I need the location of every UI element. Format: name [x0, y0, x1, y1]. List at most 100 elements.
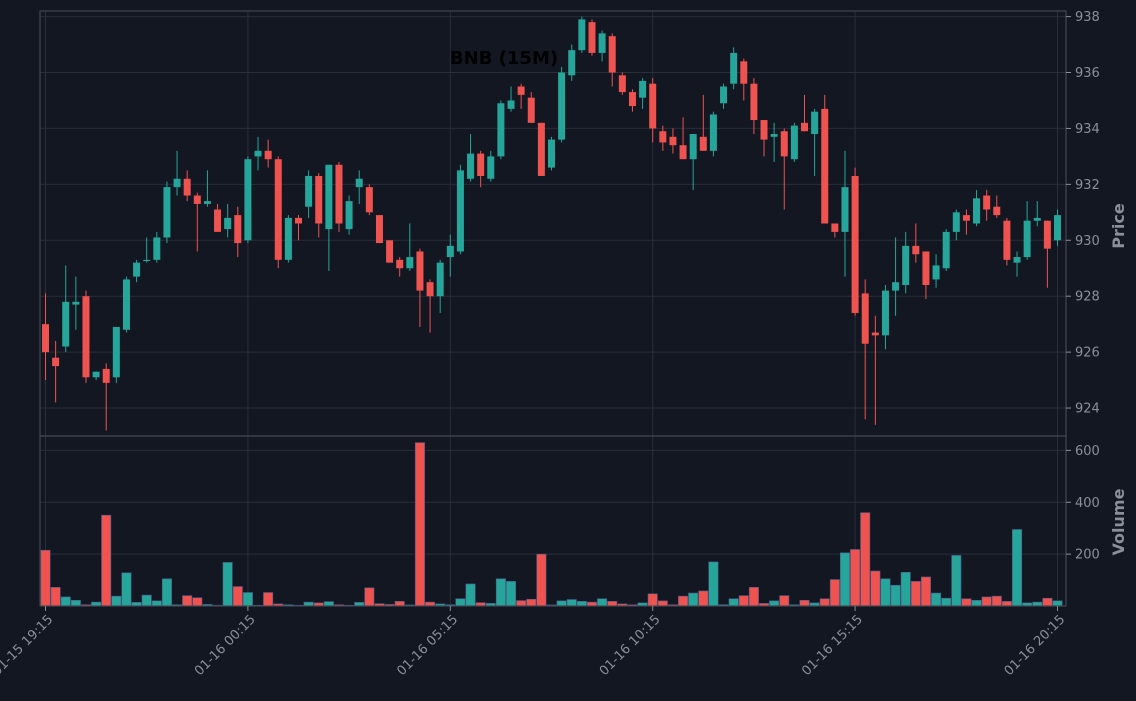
- candle-body: [386, 240, 394, 263]
- volume-bar: [182, 595, 193, 607]
- candle-body: [831, 223, 839, 232]
- candle-body: [568, 50, 576, 76]
- candle-body: [487, 156, 495, 179]
- volume-bar: [60, 596, 71, 607]
- candle-body: [355, 178, 363, 188]
- volume-bar: [111, 595, 122, 607]
- volume-bar: [516, 600, 527, 607]
- candle-body: [153, 237, 161, 260]
- candle-body: [760, 120, 768, 140]
- volume-bar: [70, 599, 81, 607]
- candle-body: [730, 52, 738, 84]
- volume-bar: [394, 601, 405, 607]
- candle-body: [234, 215, 242, 244]
- x-tick-label: 01-16 00:15: [192, 612, 259, 679]
- candle-body: [558, 72, 566, 140]
- candle-body: [740, 61, 748, 84]
- candle-body: [365, 187, 373, 213]
- candle-body: [82, 296, 90, 378]
- volume-bar: [364, 587, 375, 607]
- x-tick-label: 01-16 10:15: [597, 612, 664, 679]
- volume-bar: [597, 598, 608, 607]
- candle-body: [669, 136, 677, 146]
- candle-body: [183, 178, 191, 196]
- volume-bar: [647, 593, 658, 607]
- volume-bar: [50, 587, 61, 607]
- candle-body: [902, 245, 910, 286]
- candle-body: [467, 153, 475, 179]
- candle-body: [396, 259, 404, 269]
- candle-body: [548, 139, 555, 168]
- candle-body: [1054, 215, 1061, 241]
- volume-bar: [506, 581, 517, 607]
- candle-body: [244, 159, 252, 241]
- candle-body: [1023, 220, 1031, 258]
- volume-bar: [566, 599, 577, 607]
- candle-body: [790, 125, 798, 160]
- candle-body: [649, 83, 657, 129]
- volume-bar: [556, 600, 567, 607]
- volume-bar: [981, 596, 992, 607]
- volume-bar: [121, 572, 132, 607]
- volume-bar: [232, 586, 243, 607]
- volume-bar: [910, 581, 921, 607]
- candle-body: [284, 217, 292, 260]
- volume-tick-label: 600: [1075, 444, 1100, 459]
- price-tick-label: 924: [1075, 402, 1100, 417]
- volume-bar: [769, 600, 780, 607]
- candle-body: [92, 371, 100, 378]
- volume-bar: [870, 570, 881, 607]
- candle-body: [912, 245, 920, 255]
- candle-body: [841, 187, 849, 232]
- candle-body: [821, 108, 829, 224]
- candle-body: [993, 206, 1001, 216]
- x-tick-label: 01-15 19:15: [0, 612, 56, 679]
- volume-tick-label: 400: [1075, 496, 1100, 511]
- volume-bar: [1052, 600, 1063, 607]
- candle-body: [851, 175, 859, 313]
- candle-body: [720, 86, 728, 104]
- candle-body: [618, 75, 626, 93]
- volume-bar: [657, 600, 668, 607]
- x-tick-label: 01-16 15:15: [799, 612, 866, 679]
- volume-bar: [779, 595, 790, 607]
- x-tick-label: 01-16 20:15: [1002, 612, 1069, 679]
- candle-body: [639, 80, 647, 98]
- candle-body: [173, 178, 181, 188]
- candle-body: [497, 103, 505, 157]
- candle-body: [780, 131, 788, 157]
- candle-body: [214, 209, 222, 232]
- volume-bar: [263, 592, 274, 607]
- candle-body: [709, 114, 717, 151]
- candle-body: [517, 86, 525, 95]
- candle-body: [122, 279, 130, 330]
- volume-bar: [961, 598, 972, 607]
- price-tick-label: 928: [1075, 290, 1100, 305]
- candle-body: [224, 217, 232, 230]
- volume-bar: [161, 578, 172, 607]
- candle-body: [72, 301, 80, 305]
- volume-bar: [688, 592, 699, 607]
- volume-bar: [323, 601, 334, 607]
- volume-bar: [414, 442, 425, 607]
- candle-body: [699, 136, 707, 151]
- candle-body: [628, 92, 636, 107]
- volume-bar: [242, 592, 253, 607]
- candle-body: [133, 262, 141, 277]
- volume-bar: [1001, 601, 1012, 607]
- candle-body: [406, 257, 414, 269]
- candle-body: [163, 187, 171, 238]
- volume-bar: [991, 595, 1002, 607]
- volume-bar: [708, 561, 719, 607]
- price-tick-label: 936: [1075, 66, 1100, 81]
- volume-bar: [607, 601, 618, 607]
- volume-bar: [819, 598, 830, 607]
- volume-bar: [839, 552, 850, 607]
- candle-body: [254, 150, 262, 157]
- candle-body: [274, 159, 282, 260]
- candle-body: [1013, 257, 1021, 263]
- volume-panel-bg: [40, 436, 1066, 606]
- volume-bar: [526, 598, 537, 607]
